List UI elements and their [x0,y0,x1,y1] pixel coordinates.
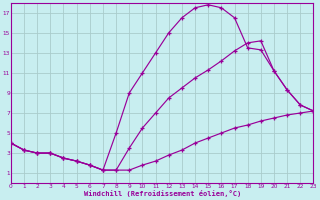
X-axis label: Windchill (Refroidissement éolien,°C): Windchill (Refroidissement éolien,°C) [84,190,241,197]
